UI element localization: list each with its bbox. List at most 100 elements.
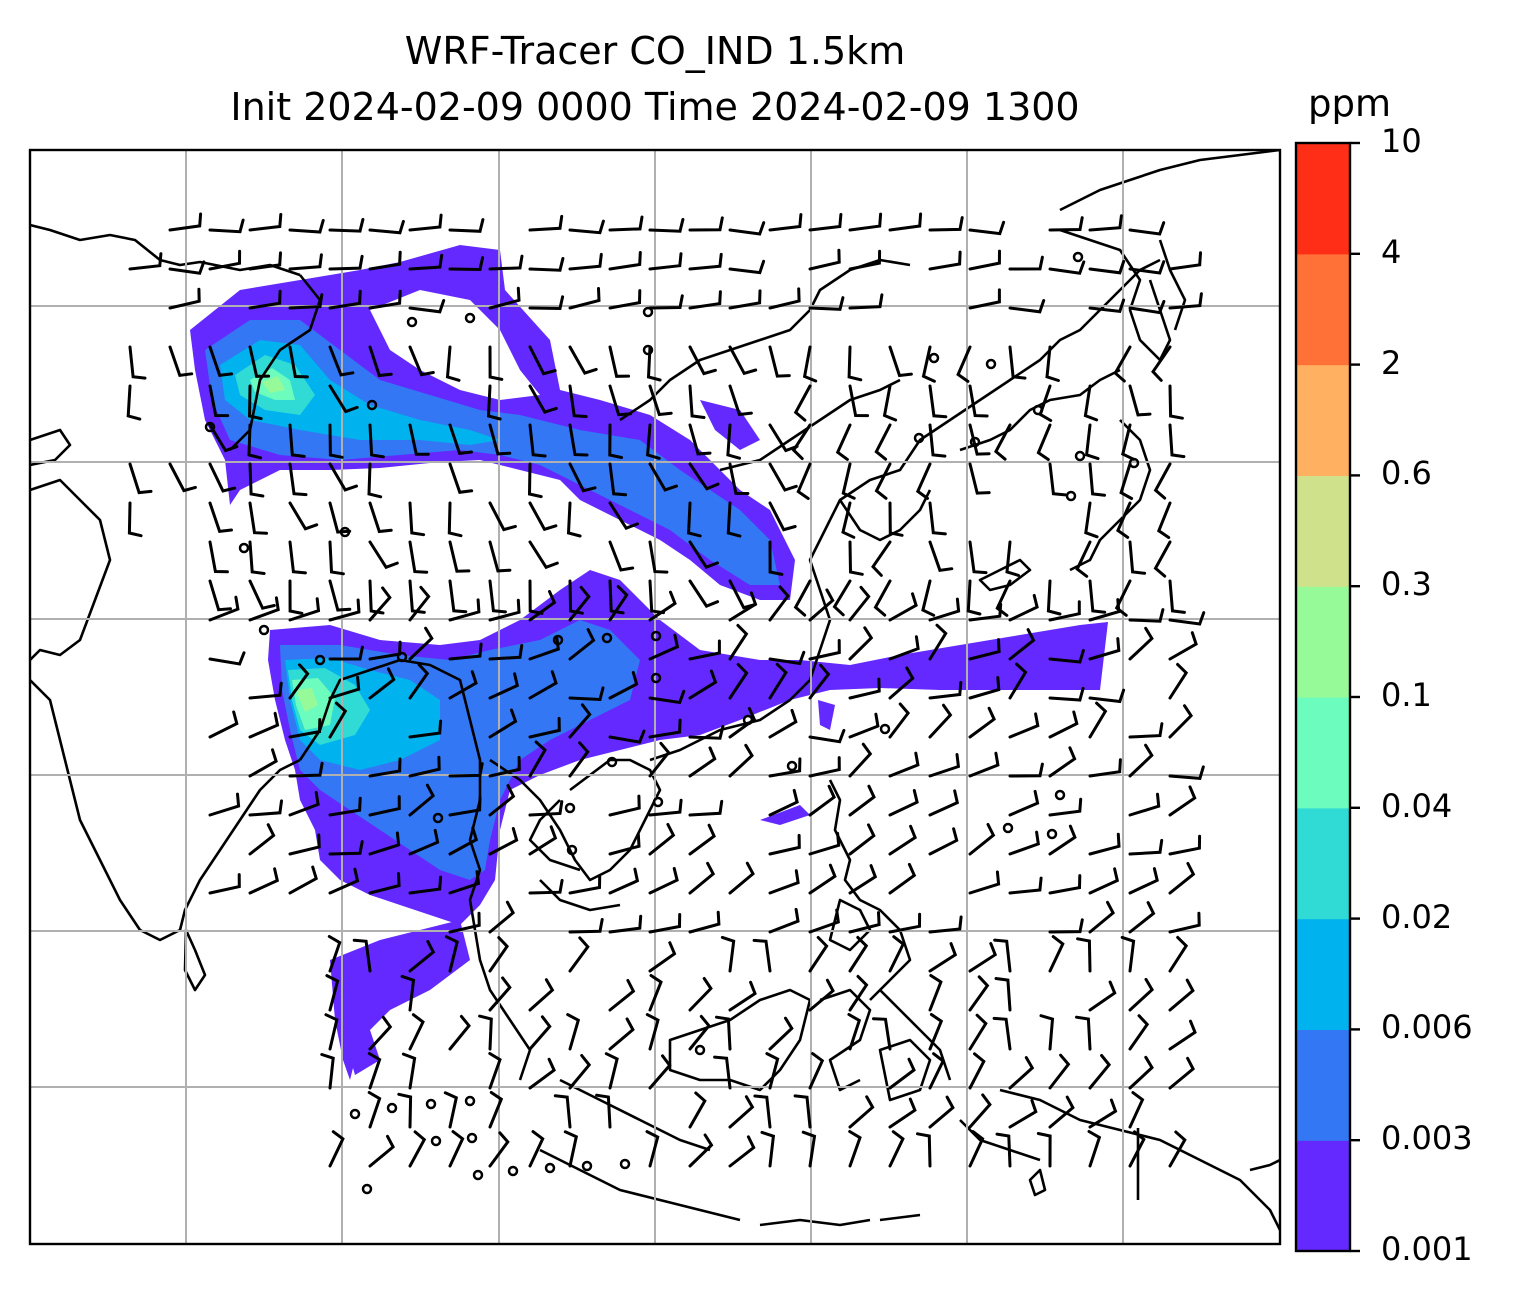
wind-barb	[728, 743, 754, 778]
wind-barb	[528, 825, 558, 856]
wind-barb	[1008, 345, 1027, 380]
wind-barb	[848, 1130, 862, 1168]
wind-barb	[288, 462, 308, 497]
wind-barb	[808, 248, 841, 271]
wind-barb	[328, 254, 364, 271]
wind-barb	[328, 540, 345, 576]
wind-barb	[527, 462, 543, 499]
wind-barb	[288, 597, 321, 622]
colorbar-segment	[1296, 586, 1350, 698]
wind-barb	[1088, 579, 1107, 614]
wind-barb	[1008, 762, 1044, 778]
wind-barb	[994, 423, 1012, 461]
wind-barb	[408, 1130, 427, 1168]
wind-barb	[478, 1014, 493, 1051]
colorbar-tick-label: 2	[1381, 343, 1402, 382]
wind-barb	[968, 751, 1000, 778]
wind-barb	[1156, 501, 1172, 539]
wind-barb	[408, 1013, 425, 1051]
wind-barb	[768, 462, 798, 492]
wind-barb	[728, 591, 758, 622]
wind-barb	[608, 384, 633, 417]
wind-barb	[968, 870, 1001, 895]
wind-barb	[408, 875, 443, 895]
wind-barb	[608, 462, 628, 497]
wind-barb	[688, 861, 716, 895]
map-title-line2: Init 2024-02-09 0000 Time 2024-02-09 130…	[230, 85, 1080, 129]
wind-barb	[928, 789, 960, 817]
colorbar-segment	[1296, 1029, 1350, 1141]
wind-barb	[568, 287, 601, 310]
wind-barb	[248, 579, 276, 610]
wind-barb	[808, 663, 831, 700]
wind-barb	[808, 1052, 825, 1090]
wind-barb	[688, 639, 721, 661]
wind-barb	[808, 639, 841, 661]
wind-barb	[928, 703, 953, 739]
wind-barb	[208, 501, 233, 534]
wind-barb	[248, 345, 271, 378]
wind-barb	[968, 676, 1001, 700]
wind-barb	[1168, 251, 1202, 271]
wind-barb	[928, 915, 963, 934]
wind-barb	[648, 741, 671, 778]
wind-barb	[1128, 1091, 1145, 1129]
wind-barb	[728, 663, 749, 700]
wind-barb	[608, 215, 644, 232]
wind-barb	[688, 579, 720, 608]
wind-barb	[1048, 710, 1079, 739]
wind-barb	[168, 345, 194, 378]
map-title-line1: WRF-Tracer CO_IND 1.5km	[404, 29, 906, 73]
wind-barb	[968, 706, 996, 739]
wind-barb	[1088, 1054, 1112, 1090]
wind-barb	[1168, 631, 1198, 661]
wind-barb	[568, 579, 584, 615]
wind-barb	[1048, 649, 1085, 664]
wind-barb	[1088, 980, 1117, 1012]
colorbar-segment	[1296, 475, 1350, 587]
wind-barb	[1075, 1015, 1092, 1051]
wind-barb	[768, 345, 791, 378]
wind-barb	[928, 623, 948, 661]
wind-barb	[752, 938, 772, 973]
wind-barb	[848, 974, 869, 1012]
wind-barb	[968, 220, 1006, 236]
map-panel	[30, 150, 1280, 1244]
wind-barb	[568, 462, 597, 493]
wind-barb	[728, 462, 750, 495]
wind-barb	[793, 384, 812, 422]
wind-barb	[368, 289, 402, 310]
wind-barb	[568, 585, 591, 622]
wind-barb	[367, 1052, 382, 1090]
wind-barb	[448, 762, 484, 778]
wind-barb	[328, 218, 365, 233]
wind-barb	[808, 831, 841, 856]
wind-barb	[248, 501, 268, 535]
wind-barb	[768, 757, 802, 778]
wind-barb	[648, 218, 685, 233]
colorbar-tick-label: 0.3	[1381, 565, 1432, 604]
wind-barb	[1048, 216, 1084, 232]
wind-barb	[968, 249, 1001, 271]
wind-barb	[688, 910, 721, 934]
wind-barb	[1153, 462, 1172, 500]
wind-barb	[325, 974, 340, 1012]
wind-barb	[968, 1130, 985, 1168]
wind-barb	[1128, 722, 1164, 739]
wind-barb	[1151, 345, 1172, 382]
wind-barb	[848, 1095, 875, 1129]
wind-barb	[648, 384, 673, 417]
wind-barb	[726, 423, 741, 460]
wind-barb	[288, 253, 323, 271]
wind-barb	[688, 216, 724, 232]
wind-barb	[368, 540, 399, 570]
wind-barb	[928, 216, 964, 232]
colorbar-tick-label: 0.006	[1381, 1008, 1473, 1047]
wind-barb	[488, 1052, 502, 1090]
wind-barb	[1168, 862, 1196, 895]
wind-barb	[956, 345, 972, 383]
wind-barb	[488, 501, 517, 532]
wind-barb	[208, 873, 241, 895]
wind-barb	[608, 832, 641, 856]
wind-barb	[1128, 540, 1147, 575]
